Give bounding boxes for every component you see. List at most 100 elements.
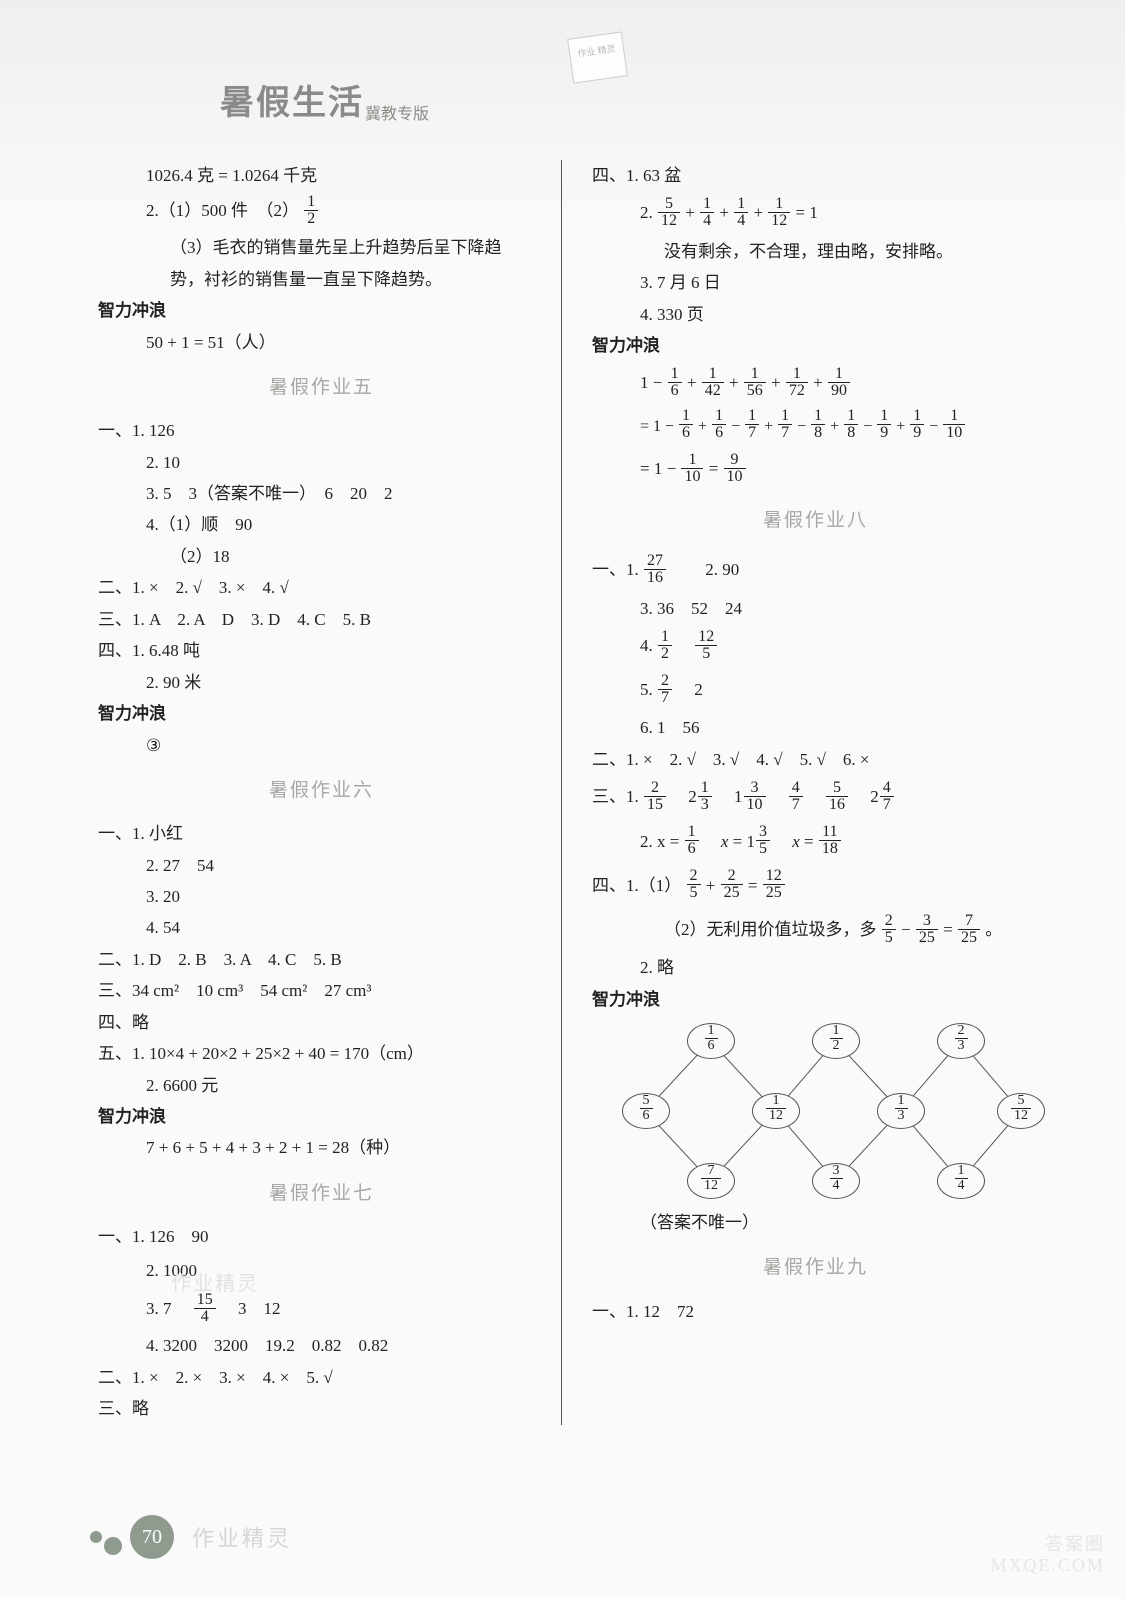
dot-icon bbox=[104, 1537, 122, 1555]
text: 4. bbox=[640, 636, 657, 655]
text-line: 6. 1 56 bbox=[592, 712, 1039, 743]
fraction: 17 bbox=[778, 408, 792, 441]
fraction: 16 bbox=[668, 366, 682, 399]
heading: 智力冲浪 bbox=[98, 698, 545, 729]
fraction: 110 bbox=[681, 452, 703, 485]
text-line: 3. 36 52 24 bbox=[592, 593, 1039, 624]
text: 2. 90 bbox=[671, 560, 739, 579]
section-title: 暑假作业六 bbox=[98, 773, 545, 808]
fraction: 47 bbox=[880, 780, 894, 813]
text-line: 二、1. D 2. B 3. A 4. C 5. B bbox=[98, 944, 545, 975]
text-line: 一、1. 126 90 bbox=[98, 1221, 545, 1252]
watermark-text: 作业精灵 bbox=[192, 1521, 292, 1553]
text: 2. x = bbox=[640, 832, 684, 851]
banner: 暑假生活 冀教专版 作业 精灵 bbox=[90, 40, 1055, 150]
text-line: （2）18 bbox=[98, 541, 545, 572]
diagram-node: 13 bbox=[877, 1093, 925, 1129]
text-line: （3）毛衣的销售量先呈上升趋势后呈下降趋 bbox=[98, 232, 545, 263]
text-line: 一、1. 12 72 bbox=[592, 1296, 1039, 1327]
page-number: 70 bbox=[130, 1515, 174, 1559]
text-line: 四、1.（1） 25 + 225 = 1225 bbox=[592, 864, 1039, 908]
text-line: 二、1. × 2. √ 3. √ 4. √ 5. √ 6. × bbox=[592, 744, 1039, 775]
fraction: 225 bbox=[721, 868, 743, 901]
section-title: 暑假作业九 bbox=[592, 1250, 1039, 1285]
page: 暑假生活 冀教专版 作业 精灵 1026.4 克 = 1.0264 千克 2.（… bbox=[0, 0, 1125, 1599]
text-line: 4. 3200 3200 19.2 0.82 0.82 bbox=[98, 1330, 545, 1361]
text: = 1 bbox=[796, 203, 818, 222]
stamp-icon: 作业 精灵 bbox=[567, 31, 628, 83]
fraction: 18 bbox=[844, 408, 858, 441]
fraction: 27 bbox=[658, 673, 672, 706]
text: 2 bbox=[870, 787, 879, 806]
text-line: 3. 7 月 6 日 bbox=[592, 267, 1039, 298]
fraction: 910 bbox=[724, 452, 746, 485]
text: 1 bbox=[734, 787, 743, 806]
text-line: 三、略 bbox=[98, 1393, 545, 1424]
diagram-node: 14 bbox=[937, 1163, 985, 1199]
text-line: 没有剩余，不合理，理由略，安排略。 bbox=[592, 236, 1039, 267]
text-line: 4. 330 页 bbox=[592, 299, 1039, 330]
text-line: 2. 10 bbox=[98, 447, 545, 478]
text: 2.（1）500 件 （2） bbox=[146, 201, 299, 220]
fraction: 12 bbox=[304, 194, 318, 227]
fraction: 19 bbox=[910, 408, 924, 441]
text-line: 2. 1000 作业精灵 bbox=[98, 1252, 545, 1289]
diagram-node: 56 bbox=[622, 1093, 670, 1129]
section-title: 暑假作业五 bbox=[98, 370, 545, 405]
text: 5. bbox=[640, 680, 657, 699]
fraction: 190 bbox=[828, 366, 850, 399]
text: 2 bbox=[688, 787, 697, 806]
text-line: 势，衬衫的销售量一直呈下降趋势。 bbox=[98, 264, 545, 295]
text-line: 2. 6600 元 bbox=[98, 1070, 545, 1101]
text-line: 一、1. 2716 2. 90 bbox=[592, 548, 1039, 592]
fraction: 16 bbox=[712, 408, 726, 441]
fraction: 16 bbox=[685, 824, 699, 857]
text-line: 2. 略 bbox=[592, 952, 1039, 983]
text: = 1 − bbox=[640, 418, 678, 435]
fraction: 142 bbox=[702, 366, 724, 399]
text: 3. 7 bbox=[146, 1299, 189, 1318]
text: 2 bbox=[677, 680, 703, 699]
text-line: 4.（1）顺 90 bbox=[98, 509, 545, 540]
equation-line: 2. 512 + 14 + 14 + 112 = 1 bbox=[592, 191, 1039, 235]
fraction: 215 bbox=[644, 780, 666, 813]
equation-line: = 1 − 16 + 16 − 17 + 17 − 18 + 18 − 19 +… bbox=[592, 406, 1039, 448]
text-line: 四、1. 63 盆 bbox=[592, 160, 1039, 191]
text-line: ③ bbox=[98, 730, 545, 761]
fraction: 172 bbox=[786, 366, 808, 399]
text-line: 3. 20 bbox=[98, 881, 545, 912]
fraction: 110 bbox=[943, 408, 965, 441]
text-line: 4. 54 bbox=[98, 912, 545, 943]
diagram-node: 16 bbox=[687, 1023, 735, 1059]
text: 1 bbox=[746, 832, 755, 851]
heading: 智力冲浪 bbox=[592, 984, 1039, 1015]
fraction: 112 bbox=[768, 196, 790, 229]
fraction: 310 bbox=[744, 780, 766, 813]
text-line: 4. 12 125 bbox=[592, 624, 1039, 668]
text-line: 三、34 cm² 10 cm³ 54 cm² 27 cm³ bbox=[98, 975, 545, 1006]
diagram-node: 12 bbox=[812, 1023, 860, 1059]
fraction: 35 bbox=[756, 824, 770, 857]
text-line: 一、1. 小红 bbox=[98, 818, 545, 849]
section-title: 暑假作业八 bbox=[592, 503, 1039, 538]
text-line: 二、1. × 2. √ 3. × 4. √ bbox=[98, 572, 545, 603]
text-line: 2.（1）500 件 （2） 12 bbox=[98, 191, 545, 232]
text-line: （2）无利用价值垃圾多，多 25 − 325 = 725 。 bbox=[592, 908, 1039, 952]
text-line: 2. x = 16 x = 135 x = 1118 bbox=[592, 820, 1039, 864]
heading: 智力冲浪 bbox=[98, 295, 545, 326]
text: （2）无利用价值垃圾多，多 bbox=[664, 920, 877, 939]
watermark-text: 答案圈 bbox=[990, 1534, 1105, 1556]
fraction: 1118 bbox=[819, 824, 841, 857]
heading: 智力冲浪 bbox=[592, 330, 1039, 361]
text-line: 2. 90 米 bbox=[98, 667, 545, 698]
fraction: 516 bbox=[826, 780, 848, 813]
diagram-node: 23 bbox=[937, 1023, 985, 1059]
diagram-node: 512 bbox=[997, 1093, 1045, 1129]
text-line: 3. 5 3（答案不唯一） 6 20 2 bbox=[98, 478, 545, 509]
fraction: 325 bbox=[916, 913, 938, 946]
dot-icon bbox=[90, 1531, 102, 1543]
fraction: 19 bbox=[877, 408, 891, 441]
fraction: 125 bbox=[695, 629, 717, 662]
fraction: 18 bbox=[811, 408, 825, 441]
diagram-node: 712 bbox=[687, 1163, 735, 1199]
